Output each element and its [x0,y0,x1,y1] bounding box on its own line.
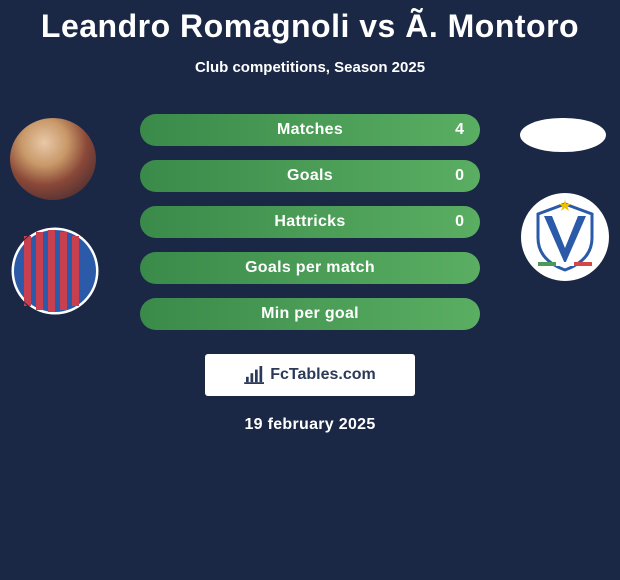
player-a-avatar [10,118,96,200]
stats-bars: Matches 4 Goals 0 Hattricks 0 Goals per match M… [140,114,480,330]
stat-label: Goals per match [245,259,375,277]
stat-value-a: 0 [455,213,464,231]
stat-label: Goals [287,167,333,185]
player-b-avatar [520,118,606,152]
player-b-club-badge [520,192,610,282]
stat-label: Matches [277,121,343,139]
stat-bar: Hattricks 0 [140,206,480,238]
stat-label: Hattricks [274,213,345,231]
page-title: Leandro Romagnoli vs Ã. Montoro [0,0,620,45]
stat-bar: Matches 4 [140,114,480,146]
stat-value-a: 0 [455,167,464,185]
stat-bar: Min per goal [140,298,480,330]
stat-bar: Goals 0 [140,160,480,192]
stat-label: Min per goal [261,305,359,323]
logo-text: FcTables.com [270,366,376,384]
bar-chart-icon [244,366,266,384]
stat-value-a: 4 [455,121,464,139]
fctables-logo: FcTables.com [205,354,415,396]
subtitle: Club competitions, Season 2025 [0,59,620,76]
player-a-badges [10,118,100,316]
player-a-club-badge [10,226,100,316]
stat-bar: Goals per match [140,252,480,284]
date-label: 19 february 2025 [0,416,620,434]
player-b-badges [520,118,610,282]
